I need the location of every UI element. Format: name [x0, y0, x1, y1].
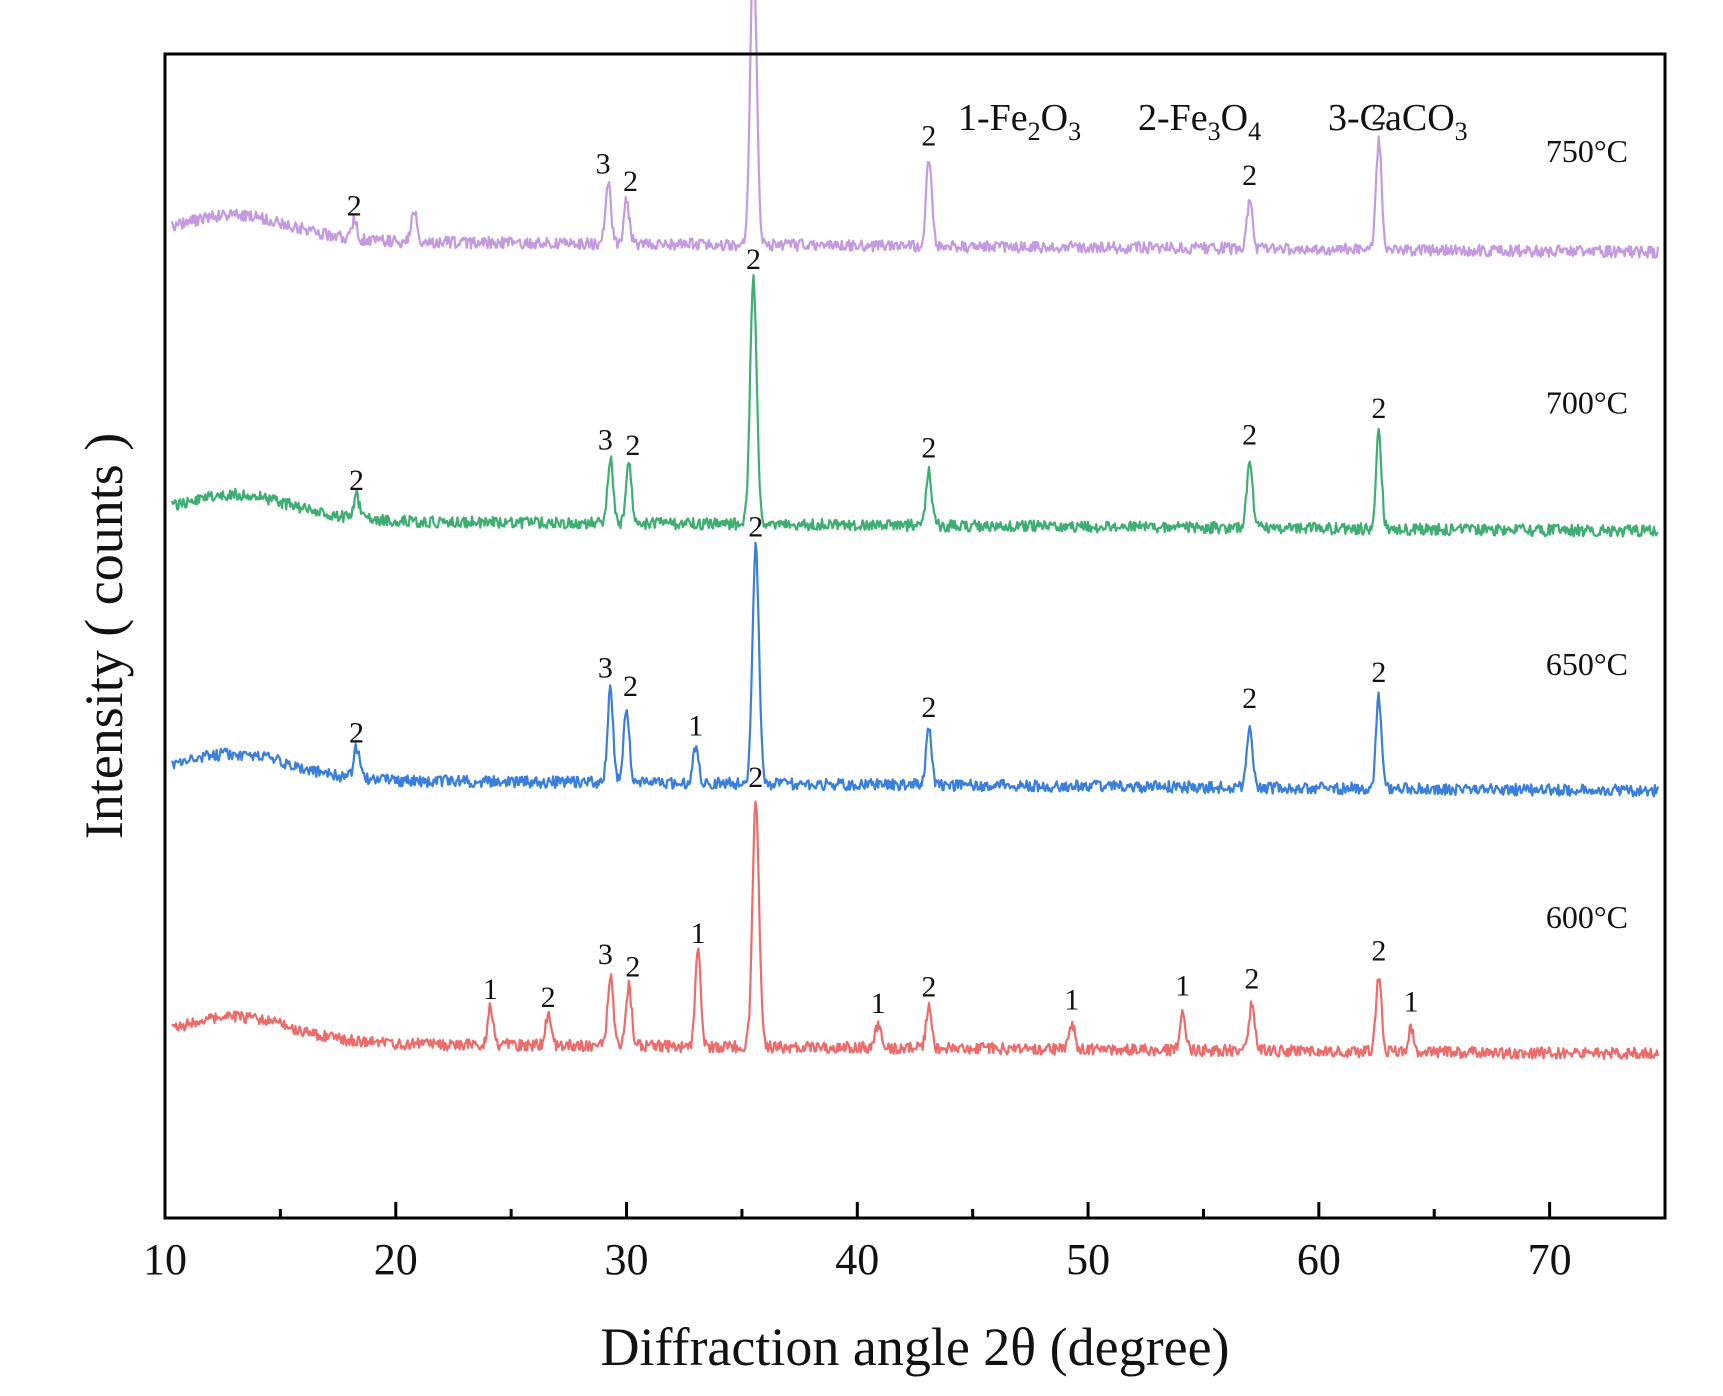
- series-label: 700°C: [1546, 384, 1628, 420]
- xrd-curve-1: [170, 274, 1659, 538]
- y-axis-title: Intensity ( counts ): [74, 433, 134, 839]
- x-tick-label: 60: [1297, 1235, 1341, 1284]
- xrd-curve-2: [170, 541, 1660, 798]
- curves-layer: [170, 0, 1660, 1061]
- peak-label: 2: [347, 189, 362, 222]
- peak-label: 2: [1242, 419, 1257, 452]
- peak-label: 2: [623, 670, 638, 703]
- peak-label: 3: [598, 423, 613, 456]
- peak-label: 2: [1371, 392, 1386, 425]
- legend: 1-Fe2O3 2-Fe3O4 3-CaCO3: [958, 97, 1468, 146]
- peak-label: 2: [921, 120, 936, 153]
- peak-label: 2: [1242, 682, 1257, 715]
- xrd-curve-3: [171, 800, 1660, 1061]
- peak-label: 2: [921, 970, 936, 1003]
- x-tick-label: 30: [605, 1235, 649, 1284]
- peak-label: 3: [596, 148, 611, 181]
- plot-frame: [163, 52, 1667, 1220]
- xrd-curve-0: [170, 0, 1660, 259]
- x-axis-title: Diffraction angle 2θ (degree): [600, 1317, 1229, 1377]
- peak-label: 2: [1242, 159, 1257, 192]
- peak-label: 2: [625, 429, 640, 462]
- series-labels-layer: 750°C 700°C 650°C 600°C: [1546, 133, 1628, 935]
- peak-label: 1: [688, 710, 703, 743]
- peak-label: 2: [623, 165, 638, 198]
- peak-label: 2: [541, 981, 556, 1014]
- series-label: 600°C: [1546, 899, 1628, 935]
- peak-label: 2: [921, 432, 936, 465]
- peak-label: 2: [1371, 656, 1386, 689]
- peak-label: 2: [625, 951, 640, 984]
- x-tick-label: 40: [835, 1235, 879, 1284]
- peak-label: 1: [1404, 986, 1419, 1019]
- peak-label: 2: [1371, 934, 1386, 967]
- series-label: 650°C: [1546, 646, 1628, 682]
- peak-labels-layer: 23222222322222232122221232121211221: [347, 99, 1419, 1020]
- peak-label: 3: [598, 652, 613, 685]
- legend-entry: 3-CaCO3: [1328, 97, 1468, 146]
- legend-entry: 1-Fe2O3: [958, 97, 1081, 146]
- peak-label: 2: [1371, 99, 1386, 132]
- legend-entry: 2-Fe3O4: [1138, 97, 1261, 146]
- peak-label: 1: [483, 973, 498, 1006]
- peak-label: 2: [748, 511, 763, 544]
- peak-label: 2: [748, 761, 763, 794]
- x-axis: 10 20 30 40 50 60 70: [143, 1202, 1667, 1284]
- peak-label: 1: [691, 917, 706, 950]
- peak-label: 2: [349, 717, 364, 750]
- peak-label: 1: [1175, 969, 1190, 1002]
- peak-label: 2: [349, 464, 364, 497]
- peak-label: 1: [1064, 983, 1079, 1016]
- series-label: 750°C: [1546, 133, 1628, 169]
- peak-label: 2: [746, 243, 761, 276]
- peak-label: 2: [921, 691, 936, 724]
- x-tick-label: 20: [374, 1235, 418, 1284]
- peak-label: 2: [1244, 962, 1259, 995]
- x-tick-label: 70: [1528, 1235, 1572, 1284]
- x-tick-label: 10: [143, 1235, 187, 1284]
- x-tick-label: 50: [1066, 1235, 1110, 1284]
- peak-label: 1: [871, 987, 886, 1020]
- peak-label: 3: [598, 938, 613, 971]
